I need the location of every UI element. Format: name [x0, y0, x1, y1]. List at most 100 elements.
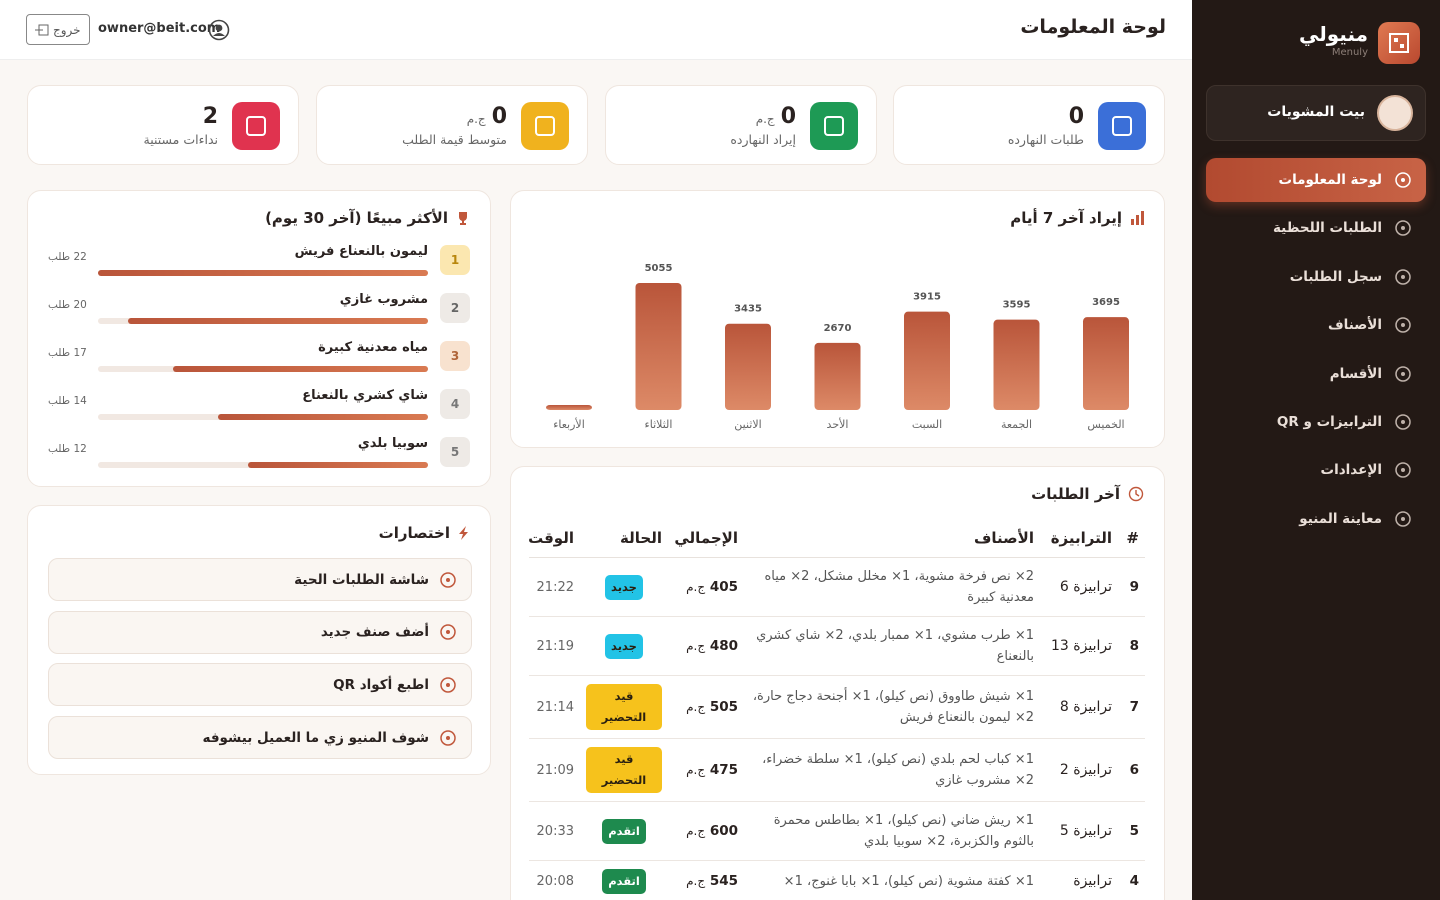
column-header: الإجمالي — [668, 519, 744, 558]
progress-track — [98, 270, 428, 276]
top-title: الأكثر مبيعًا (آخر 30 يوم) — [265, 209, 448, 227]
progress-bar — [128, 318, 428, 324]
brand-logo — [1378, 22, 1420, 64]
total-unit: ج.م — [686, 699, 706, 714]
order-total: 480 ج.م — [668, 616, 744, 676]
progress-track — [98, 366, 428, 372]
nav-item[interactable]: الطلبات اللحظية — [1206, 206, 1426, 250]
orders-card: آخر الطلبات # الترابيزة الأصناف الإجمالي الح… — [510, 466, 1165, 900]
order-row[interactable]: 4 ترابيزة 1× كفتة مشوية (نص كيلو)، 1× بابا… — [529, 860, 1145, 900]
logout-button[interactable]: خروج — [26, 14, 90, 45]
icon-shape — [440, 624, 456, 640]
order-table: ترابيزة 2 — [1040, 738, 1118, 802]
order-total: 475 ج.م — [668, 738, 744, 802]
progress-track — [98, 414, 428, 420]
chart-header: إيراد آخر 7 أيام — [1010, 209, 1144, 227]
nav-label: معاينة المنيو — [1299, 510, 1382, 527]
value-label: 2670 — [824, 323, 852, 334]
order-items: 1× طرب مشوي، 1× ممبار بلدي، 2× شاي كشري … — [744, 616, 1040, 676]
item-count: 20 طلب — [48, 299, 87, 311]
nav-label: الإعدادات — [1320, 462, 1382, 479]
bar — [993, 319, 1040, 410]
status-badge: قيد التحضير — [586, 747, 662, 793]
shortcut[interactable]: أضف صنف جديد — [48, 610, 472, 654]
icon — [1395, 462, 1411, 479]
stat-value: 0 — [491, 104, 507, 129]
rank-badge: 4 — [440, 389, 470, 419]
column-header: الحالة — [580, 519, 668, 558]
table-header: # الترابيزة الأصناف الإجمالي الحالة الوقت — [528, 519, 1145, 558]
nav-item[interactable]: لوحة المعلومات — [1206, 158, 1426, 202]
order-time: 21:09 — [529, 738, 580, 802]
nav-item[interactable]: الإعدادات — [1206, 448, 1426, 492]
value-label: 3915 — [913, 292, 941, 303]
total-unit: ج.م — [686, 874, 706, 888]
orders-title: آخر الطلبات — [1031, 485, 1120, 503]
top-sellers-card: الأكثر مبيعًا (آخر 30 يوم) 1 ليمون بالنعن… — [27, 190, 491, 487]
avatar-icon[interactable] — [208, 19, 230, 41]
order-time: 20:33 — [529, 801, 580, 861]
progress-track — [98, 318, 428, 324]
revenue-chart: 3695 الخميس 3595 الجمعة 3915 السبت 2670 الأحد 34… — [546, 263, 1129, 431]
category-label: الجمعة — [1001, 418, 1032, 431]
stat-icon — [232, 102, 280, 150]
order-row[interactable]: 6 ترابيزة 2 1× كباب لحم بلدي (نص كيلو)، 1×… — [529, 738, 1145, 802]
nav-item[interactable]: الترابيزات و QR — [1206, 400, 1426, 444]
stat-card: 0 ج.م إيراد النهارده — [605, 85, 877, 165]
item-count: 17 طلب — [48, 347, 87, 359]
order-row[interactable]: 8 ترابيزة 13 1× طرب مشوي، 1× ممبار بلدي، 2… — [529, 616, 1145, 676]
stat-value-row: 2 — [203, 104, 218, 129]
total-value: 505 — [709, 698, 738, 715]
order-id: 6 — [1118, 738, 1145, 802]
chart-title: إيراد آخر 7 أيام — [1010, 209, 1122, 227]
category-label: الثلاثاء — [645, 418, 673, 431]
restaurant-box[interactable]: بيت المشويات — [1206, 85, 1426, 141]
stat-value-row: 0 ج.م — [756, 104, 796, 129]
icon-dot — [1401, 178, 1405, 182]
nav-label: لوحة المعلومات — [1278, 172, 1383, 188]
order-row[interactable]: 5 ترابيزة 5 1× ريش ضاني (نص كيلو)، 1× بطاط… — [529, 801, 1145, 861]
order-id: 8 — [1118, 616, 1145, 676]
icon-dot — [1401, 226, 1405, 231]
status-badge: قيد التحضير — [586, 684, 662, 730]
shortcut[interactable]: شاشة الطلبات الحية — [48, 558, 472, 601]
icon-shape — [1395, 220, 1411, 237]
page-title: لوحة المعلومات — [1020, 16, 1166, 38]
shortcut-label: شاشة الطلبات الحية — [294, 571, 429, 588]
nav-item[interactable]: معاينة المنيو — [1206, 497, 1426, 541]
nav-label: الترابيزات و QR — [1276, 414, 1382, 430]
icon-dot — [446, 682, 450, 687]
stat-glyph — [1112, 116, 1132, 136]
category-label: السبت — [912, 418, 942, 431]
order-time: 20:08 — [529, 860, 580, 900]
sidebar: منيولي Menuly بيت المشويات لوحة المعلوما… — [1192, 0, 1440, 900]
bar — [814, 342, 861, 410]
shortcut[interactable]: شوف المنيو زي ما العميل بيشوفه — [48, 716, 472, 760]
stat-value: 2 — [202, 104, 218, 129]
nav-item[interactable]: سجل الطلبات — [1206, 255, 1426, 299]
logo-icon — [1389, 33, 1409, 53]
brand-name: منيولي — [1299, 22, 1368, 46]
order-items: 1× ريش ضاني (نص كيلو)، 1× بطاطس محمرة با… — [744, 801, 1040, 861]
order-table: ترابيزة — [1040, 860, 1118, 900]
order-time: 21:19 — [529, 616, 580, 676]
shortcut[interactable]: اطبع أكواد QR — [48, 663, 472, 707]
logout-label: خروج — [53, 22, 81, 37]
bar — [1083, 317, 1129, 410]
stat-icon — [810, 102, 858, 150]
bar — [725, 323, 771, 410]
icon — [440, 624, 456, 640]
icon — [440, 729, 456, 746]
order-row[interactable]: 9 ترابيزة 6 2× نص فرخة مشوية، 1× مخلل مشكل… — [529, 557, 1145, 617]
item-count: 12 طلب — [48, 443, 87, 455]
order-row[interactable]: 7 ترابيزة 8 1× شيش طاووق (نص كيلو)، 1× أجن… — [529, 675, 1145, 739]
stat-label: إيراد النهارده — [730, 132, 796, 147]
nav-item[interactable]: الأقسام — [1206, 352, 1426, 396]
icon — [1395, 511, 1411, 527]
icon — [1395, 365, 1411, 382]
total-unit: ج.م — [686, 762, 706, 777]
item-count: 14 طلب — [48, 395, 87, 407]
nav-item[interactable]: الأصناف — [1206, 303, 1426, 347]
